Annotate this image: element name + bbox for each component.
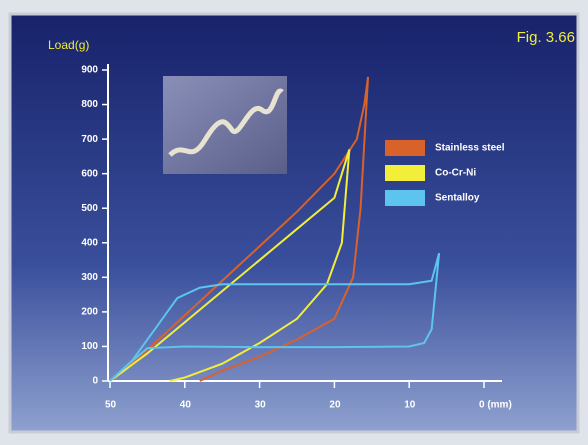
chart: Fig. 3.66 Load(g) 0 100 200 300 400 500 600 700…: [0, 0, 588, 440]
x-tick-label: 20: [329, 400, 341, 411]
y-tick-label: 800: [81, 99, 98, 110]
y-tick-label: 700: [81, 134, 98, 145]
x-tick-label: 40: [180, 400, 192, 411]
x-tick-label: 30: [255, 400, 267, 411]
y-tick-label: 300: [81, 272, 98, 283]
spring-photo: [163, 76, 287, 174]
legend-swatch: [385, 165, 425, 181]
legend-label: Co-Cr-Ni: [435, 168, 476, 179]
chart-title: Fig. 3.66: [517, 29, 575, 46]
legend-label: Sentalloy: [435, 193, 480, 204]
y-tick-label: 600: [81, 168, 98, 179]
y-tick-label: 400: [81, 237, 98, 248]
y-tick-label: 0: [92, 376, 98, 387]
legend-label: Stainless steel: [435, 143, 505, 154]
legend-swatch: [385, 140, 425, 156]
x-tick-label: 0 (mm): [479, 400, 512, 411]
legend-swatch: [385, 190, 425, 206]
y-tick-label: 900: [81, 65, 98, 76]
x-tick-label: 10: [404, 400, 416, 411]
y-axis-label: Load(g): [48, 38, 89, 52]
y-tick-label: 200: [81, 307, 98, 318]
y-tick-label: 500: [81, 203, 98, 214]
x-tick-label: 50: [105, 400, 117, 411]
slide-background: [10, 14, 578, 432]
y-tick-label: 100: [81, 341, 98, 352]
